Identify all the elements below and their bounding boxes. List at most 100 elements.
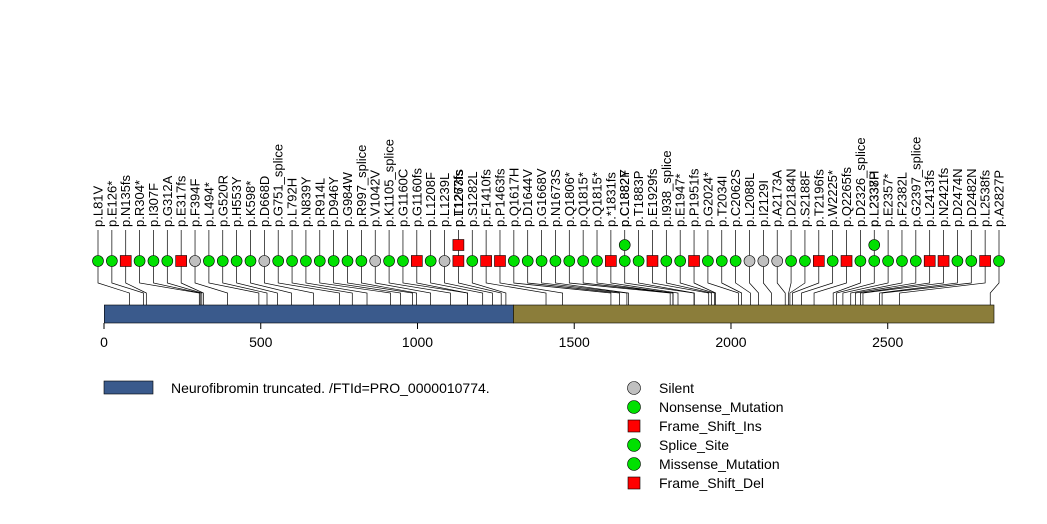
mutation-marker <box>216 255 229 267</box>
mutation-marker <box>771 255 784 267</box>
legend-label: Frame_Shift_Ins <box>659 418 762 434</box>
mutation-connector <box>899 261 986 305</box>
mutation-marker <box>161 255 174 267</box>
legend-domain-label: Neurofibromin truncated. /FTId=PRO_00000… <box>171 380 490 396</box>
mutation-connector <box>499 261 563 305</box>
mutation-label: p.W2225* <box>825 170 840 227</box>
mutation-connector <box>624 261 695 305</box>
mutation-marker <box>688 255 700 267</box>
mutation-label: p.E126* <box>104 181 119 227</box>
mutation-connector <box>679 261 715 305</box>
mutation-marker <box>327 255 340 267</box>
mutation-label: p.A2827P <box>992 170 1007 227</box>
mutation-marker <box>951 255 964 267</box>
mutation-label: p.Q2265fs <box>839 167 854 227</box>
mutation-label: p.N839Y <box>298 176 313 227</box>
mutation-label: p.G751_splice <box>271 144 286 227</box>
mutation-marker <box>397 255 409 267</box>
mutation-connector <box>610 261 679 305</box>
mutation-label: p.G1160C <box>395 169 410 227</box>
mutation-marker <box>508 255 520 267</box>
mutation-connector <box>596 261 674 305</box>
mutation-label: p.D1644V <box>520 169 535 227</box>
mutation-marker <box>563 255 576 267</box>
legend-domain-swatch <box>103 380 154 395</box>
mutation-marker <box>313 255 326 267</box>
mutation-connector <box>860 261 931 305</box>
legend-swatch <box>627 400 641 414</box>
mutation-marker <box>785 255 797 267</box>
mutation-marker <box>535 255 548 267</box>
mutation-connector <box>776 261 786 305</box>
mutation-connector <box>194 261 228 305</box>
protein-domain-1 <box>513 304 995 324</box>
mutation-label: p.L81V <box>91 185 106 227</box>
mutation-marker <box>466 255 479 267</box>
mutation-label: p.F394F <box>188 179 203 227</box>
mutation-connector <box>125 261 147 305</box>
mutation-label: p.I938_splice <box>659 150 674 227</box>
mutation-marker <box>618 255 631 267</box>
mutation-connector <box>735 261 751 305</box>
mutation-marker <box>715 255 728 267</box>
mutation-connector <box>832 261 861 305</box>
mutation-marker <box>244 255 257 267</box>
mutation-marker <box>258 255 271 267</box>
mutation-connector <box>693 261 716 305</box>
mutation-connector <box>568 261 671 305</box>
mutation-connector <box>749 261 759 305</box>
mutation-connector <box>638 261 695 305</box>
mutation-marker <box>424 255 437 267</box>
mutation-connector <box>485 261 547 305</box>
mutation-label: p.P1951fs <box>687 168 702 227</box>
mutation-label: p.L2413fs <box>922 169 937 227</box>
mutation-label: p.F1410fs <box>479 169 494 227</box>
mutation-label: p.D946Y <box>326 176 341 227</box>
mutation-marker <box>646 255 659 267</box>
mutation-marker <box>549 255 562 267</box>
mutation-label: p.T1883P <box>631 171 646 227</box>
mutation-marker <box>743 255 756 267</box>
mutation-label: p.R997_splice <box>354 145 369 227</box>
mutation-connector <box>652 261 710 305</box>
mutation-marker <box>438 255 451 267</box>
mutation-marker <box>272 255 285 267</box>
mutation-marker <box>993 255 1005 267</box>
mutation-marker <box>203 255 215 267</box>
mutation-label: p.G984W <box>340 171 355 227</box>
legend-label: Frame_Shift_Del <box>659 475 764 491</box>
x-tick-label: 1500 <box>559 334 590 350</box>
mutation-marker <box>133 255 146 267</box>
mutation-connector <box>111 261 144 305</box>
mutation-connector <box>989 261 1000 305</box>
mutation-marker <box>591 255 603 267</box>
mutation-marker <box>882 255 894 267</box>
mutation-connector <box>277 261 340 305</box>
mutation-label: p.E2357* <box>881 174 896 228</box>
mutation-connector <box>180 261 204 305</box>
legend-label: Silent <box>659 380 694 396</box>
mutation-connector <box>208 261 260 305</box>
mutation-label: p.Q1806* <box>562 172 577 227</box>
mutation-label: p.H553Y <box>229 176 244 227</box>
mutation-label: p.G2397_splice <box>908 137 923 227</box>
mutation-label: p.*1831fs <box>603 172 618 227</box>
mutation-connector <box>813 261 847 305</box>
mutation-label: p.I2129I <box>756 180 771 227</box>
mutation-label: p.T2034I <box>714 176 729 227</box>
mutation-marker <box>965 255 978 267</box>
mutation-marker <box>230 255 243 267</box>
mutation-label: p.L2338H <box>867 171 882 227</box>
mutation-label: p.L2538fs <box>978 169 993 227</box>
mutation-label: p.F2382L <box>894 172 909 227</box>
mutation-connector <box>319 261 391 305</box>
mutation-connector <box>881 261 972 305</box>
protein-bar <box>104 304 995 324</box>
mutation-label: p.A2173A <box>770 170 785 227</box>
x-axis: 0 500 1000 1500 2000 2500 <box>100 323 904 350</box>
mutation-label: p.G1668V <box>534 168 549 227</box>
mutation-label: p.C1882Y <box>617 169 632 227</box>
legend-label: Splice_Site <box>659 437 729 453</box>
legend-label: Missense_Mutation <box>659 456 780 472</box>
mutation-marker <box>660 255 673 267</box>
